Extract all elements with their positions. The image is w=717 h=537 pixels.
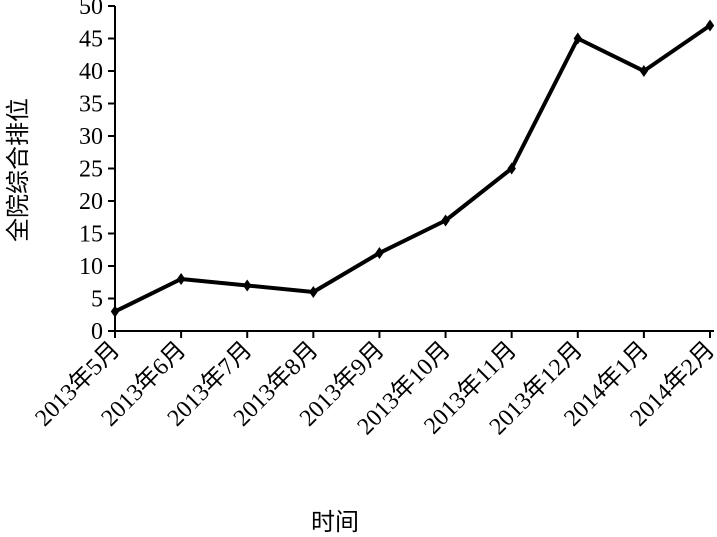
marker	[110, 305, 120, 318]
y-tick-label: 45	[79, 27, 103, 53]
marker	[639, 65, 649, 77]
y-tick-label: 10	[79, 254, 103, 280]
y-tick-label: 20	[79, 189, 103, 215]
marker	[507, 162, 516, 175]
marker	[375, 247, 384, 259]
x-axis-title: 时间	[311, 509, 359, 536]
y-axis-title: 全院综合排位	[5, 98, 32, 242]
marker	[573, 32, 582, 45]
marker	[441, 214, 450, 227]
y-tick-label: 50	[79, 0, 103, 20]
y-tick-label: 0	[91, 319, 103, 345]
line	[114, 23, 712, 314]
y-tick-label: 15	[79, 222, 103, 248]
y-tick-label: 35	[79, 92, 103, 118]
marker	[243, 279, 252, 292]
marker	[705, 19, 715, 32]
marker	[309, 286, 318, 298]
y-tick-label: 25	[79, 157, 103, 183]
y-tick-label: 5	[91, 287, 103, 313]
marker	[176, 273, 186, 285]
y-tick-label: 40	[79, 59, 103, 85]
y-tick-label: 30	[79, 124, 103, 150]
